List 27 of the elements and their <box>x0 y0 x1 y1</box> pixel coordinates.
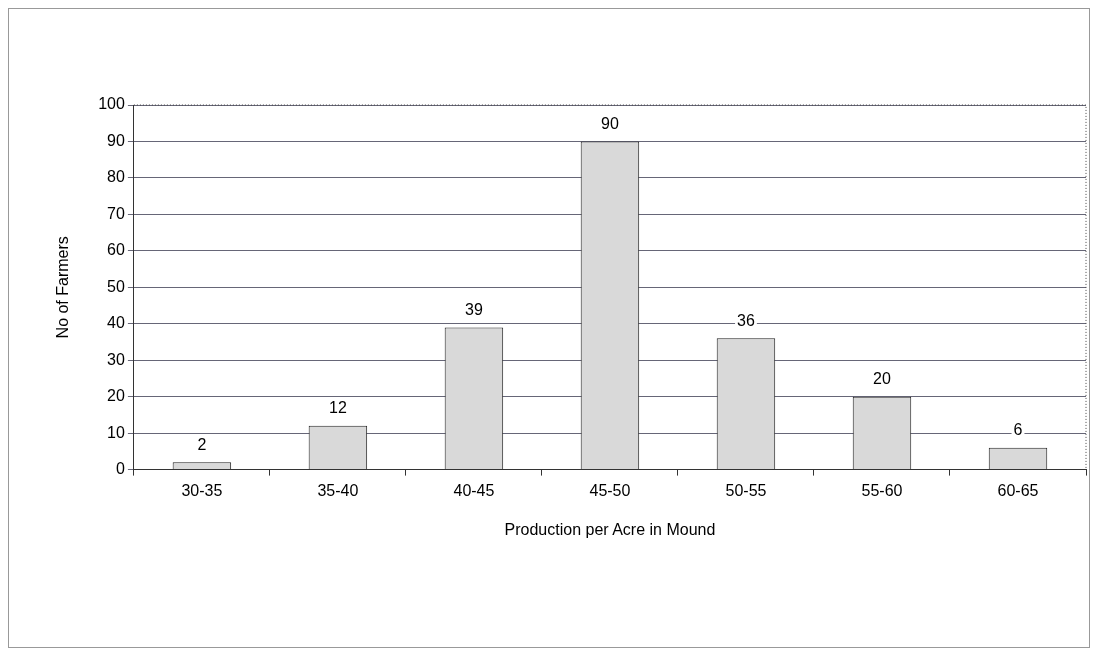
data-label: 39 <box>465 300 483 318</box>
y-tick-label: 60 <box>107 241 125 259</box>
data-label: 6 <box>1013 421 1023 439</box>
y-tick-label: 70 <box>107 204 125 222</box>
x-tick-label: 55-60 <box>861 481 903 499</box>
y-tick-label: 0 <box>115 460 125 478</box>
y-tick-label: 100 <box>98 95 125 113</box>
data-label: 36 <box>737 311 755 329</box>
y-tick-label: 80 <box>107 168 125 186</box>
data-label: 90 <box>601 114 619 132</box>
x-tick-label: 30-35 <box>181 481 223 499</box>
data-label: 12 <box>329 399 347 417</box>
y-tick-label: 10 <box>107 423 125 441</box>
y-tick-label: 50 <box>107 277 125 295</box>
x-tick-label: 45-50 <box>589 481 631 499</box>
y-axis-title: No of Farmers <box>54 236 72 339</box>
y-tick-label: 30 <box>107 350 125 368</box>
y-tick-label: 40 <box>107 314 125 332</box>
x-tick-label: 60-65 <box>997 481 1039 499</box>
data-label: 20 <box>873 370 891 388</box>
data-label: 2 <box>197 435 207 453</box>
x-tick-label: 40-45 <box>453 481 495 499</box>
x-tick-label: 50-55 <box>725 481 767 499</box>
x-axis-title: Production per Acre in Mound <box>504 520 716 538</box>
y-tick-label: 90 <box>107 131 125 149</box>
x-tick-label: 35-40 <box>317 481 359 499</box>
y-tick-label: 20 <box>107 387 125 405</box>
